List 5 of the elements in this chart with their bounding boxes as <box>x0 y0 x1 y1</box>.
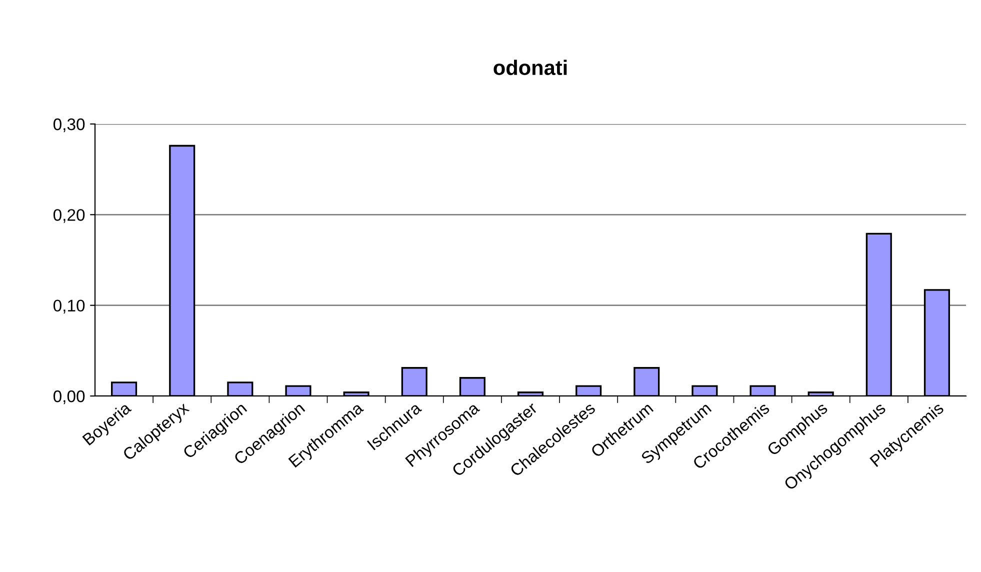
y-tick-label: 0,10 <box>53 300 85 314</box>
y-tick-label: 0,00 <box>53 390 85 404</box>
chart-title: odonati <box>494 60 567 76</box>
y-tick-label: 0,20 <box>53 209 85 223</box>
y-tick-label: 0,30 <box>53 118 85 132</box>
